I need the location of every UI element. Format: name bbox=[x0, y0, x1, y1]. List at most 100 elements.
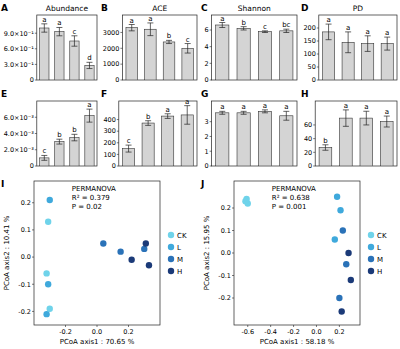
bar bbox=[162, 116, 174, 166]
significance-letter: b bbox=[241, 19, 246, 27]
point bbox=[345, 250, 351, 256]
y-tick bbox=[210, 151, 212, 152]
significance-letter: c bbox=[72, 28, 76, 36]
significance-letter: d bbox=[87, 54, 91, 62]
x-tick-label: -0.4 bbox=[264, 328, 277, 336]
y-tick-label: 50 bbox=[308, 63, 316, 71]
error-line bbox=[74, 36, 75, 46]
error-bar bbox=[384, 116, 390, 127]
panel-label: A bbox=[1, 3, 8, 13]
points bbox=[242, 194, 354, 315]
error-cap bbox=[262, 32, 268, 33]
plot-frame bbox=[37, 15, 97, 80]
y-tick-label: 4 bbox=[204, 43, 208, 51]
error-line bbox=[148, 121, 149, 126]
y-tick bbox=[117, 166, 119, 167]
error-bar bbox=[147, 23, 153, 36]
y-tick bbox=[232, 253, 234, 254]
error-bar bbox=[129, 25, 135, 31]
y-tick-label: 200 bbox=[103, 139, 115, 147]
point bbox=[242, 198, 248, 204]
y-tick-label: 6.0×10⁻³ bbox=[4, 114, 34, 122]
error-bar bbox=[241, 27, 247, 30]
y-tick bbox=[35, 33, 37, 34]
error-cap bbox=[343, 126, 349, 127]
point bbox=[337, 207, 343, 213]
chart-title: Shannon bbox=[238, 4, 271, 13]
y-tick-label: 2 bbox=[204, 133, 208, 141]
y-tick bbox=[35, 133, 37, 134]
x-tick bbox=[97, 325, 98, 327]
bars bbox=[216, 23, 293, 81]
bar bbox=[319, 148, 332, 166]
chart-title: ACE bbox=[152, 4, 167, 13]
significance-letter: a bbox=[284, 103, 288, 111]
legend-label: L bbox=[177, 244, 181, 252]
y-tick-label: 9.0×10⁻¹ bbox=[4, 30, 34, 38]
error-bar bbox=[219, 111, 225, 114]
significance-letter: c bbox=[263, 23, 267, 31]
chart-title: Abundance bbox=[46, 4, 89, 13]
error-cap bbox=[219, 114, 225, 115]
bar bbox=[163, 42, 175, 80]
error-cap bbox=[384, 127, 390, 128]
legend-marker bbox=[368, 256, 374, 262]
x-tick bbox=[339, 325, 340, 327]
error-cap bbox=[41, 32, 47, 33]
error-bar bbox=[71, 134, 77, 141]
y-tick bbox=[117, 131, 119, 132]
x-tick bbox=[293, 325, 294, 327]
panel-label: I bbox=[1, 179, 4, 189]
y-tick-label: 100 bbox=[103, 151, 115, 159]
error-line bbox=[59, 139, 60, 144]
bars bbox=[319, 110, 393, 166]
y-tick-label: 0 bbox=[30, 76, 34, 84]
error-cap bbox=[86, 122, 92, 123]
x-tick bbox=[270, 325, 271, 327]
error-cap bbox=[283, 120, 289, 121]
bar bbox=[55, 142, 64, 166]
y-tick bbox=[210, 46, 212, 47]
point bbox=[128, 257, 134, 263]
error-bar bbox=[86, 62, 92, 68]
point bbox=[100, 240, 106, 246]
error-bar bbox=[41, 155, 47, 160]
significance-letter: a bbox=[326, 16, 330, 24]
bar bbox=[216, 113, 229, 166]
point bbox=[338, 308, 344, 314]
y-tick-label: 1 bbox=[204, 148, 208, 156]
significance-letter: b bbox=[72, 126, 77, 134]
error-line bbox=[187, 106, 188, 125]
error-line bbox=[167, 114, 168, 119]
bars bbox=[126, 23, 194, 80]
error-bar bbox=[384, 37, 390, 50]
plot-frame bbox=[234, 181, 360, 325]
bar bbox=[40, 28, 49, 80]
panel-label: D bbox=[301, 3, 308, 13]
significance-letter: a bbox=[130, 17, 134, 25]
plot-frame bbox=[34, 181, 160, 325]
bars bbox=[40, 24, 94, 80]
error-line bbox=[367, 36, 368, 52]
bar bbox=[380, 122, 393, 166]
y-tick bbox=[32, 229, 34, 230]
y-tick bbox=[120, 80, 122, 81]
error-cap bbox=[129, 30, 135, 31]
error-bar bbox=[185, 44, 191, 54]
significance-letter: a bbox=[148, 15, 152, 23]
y-tick-label: 20 bbox=[304, 149, 312, 157]
y-tick-label: 3 bbox=[204, 118, 208, 126]
y-tick bbox=[35, 166, 37, 167]
y-tick bbox=[210, 121, 212, 122]
annotation: R² = 0.638 bbox=[272, 194, 310, 202]
significance-letter: a bbox=[42, 16, 46, 24]
error-line bbox=[387, 37, 388, 50]
error-bar bbox=[262, 110, 268, 113]
y-tick bbox=[210, 63, 212, 64]
error-line bbox=[150, 23, 151, 36]
point bbox=[43, 311, 49, 317]
y-tick-label: 40 bbox=[304, 135, 312, 143]
y-axis-label: PCoA axis2 : 15.95 % bbox=[203, 215, 211, 290]
panel-label: J bbox=[200, 179, 204, 189]
error-bar bbox=[343, 110, 349, 126]
